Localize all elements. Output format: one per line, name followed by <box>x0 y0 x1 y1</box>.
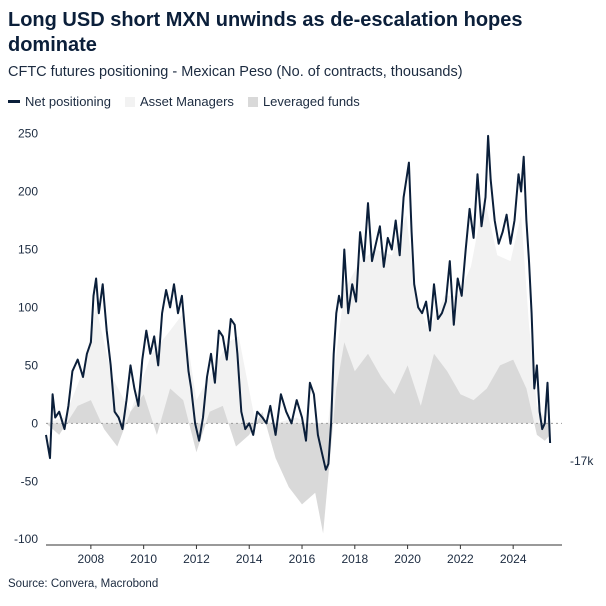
y-tick-label: -50 <box>21 474 39 488</box>
legend-item-asset[interactable]: Asset Managers <box>125 94 234 109</box>
legend-label-net: Net positioning <box>25 94 111 109</box>
legend: Net positioning Asset Managers Leveraged… <box>8 94 360 109</box>
legend-swatch-asset <box>125 96 135 107</box>
legend-swatch-net <box>8 100 20 103</box>
end-value-label: -17k <box>570 454 594 468</box>
legend-swatch-leveraged <box>247 96 258 107</box>
x-tick-label: 2014 <box>236 552 263 566</box>
x-tick-label: 2010 <box>130 552 157 566</box>
area-leveraged-funds <box>46 342 551 534</box>
legend-item-net[interactable]: Net positioning <box>8 94 111 109</box>
y-tick-label: 150 <box>18 242 38 256</box>
y-tick-label: 100 <box>18 300 38 314</box>
legend-item-leveraged[interactable]: Leveraged funds <box>247 94 360 109</box>
y-tick-label: 50 <box>25 358 39 372</box>
y-tick-label: -100 <box>14 532 38 546</box>
y-tick-label: 200 <box>18 185 38 199</box>
source-note: Source: Convera, Macrobond <box>8 578 159 590</box>
x-tick-label: 2016 <box>289 552 316 566</box>
chart-subtitle: CFTC futures positioning - Mexican Peso … <box>8 64 463 80</box>
x-tick-label: 2024 <box>500 552 527 566</box>
x-tick-label: 2008 <box>78 552 105 566</box>
x-tick-label: 2018 <box>341 552 368 566</box>
chart-title: Long USD short MXN unwinds as de-escalat… <box>8 9 523 56</box>
x-tick-label: 2012 <box>183 552 210 566</box>
x-tick-label: 2022 <box>447 552 474 566</box>
area-asset-managers <box>46 197 551 441</box>
net-positioning-line <box>45 134 552 471</box>
legend-label-leveraged: Leveraged funds <box>262 94 360 109</box>
x-tick-label: 2020 <box>394 552 421 566</box>
legend-label-asset: Asset Managers <box>140 94 234 109</box>
y-tick-label: 0 <box>31 416 38 430</box>
y-tick-label: 250 <box>18 127 38 141</box>
